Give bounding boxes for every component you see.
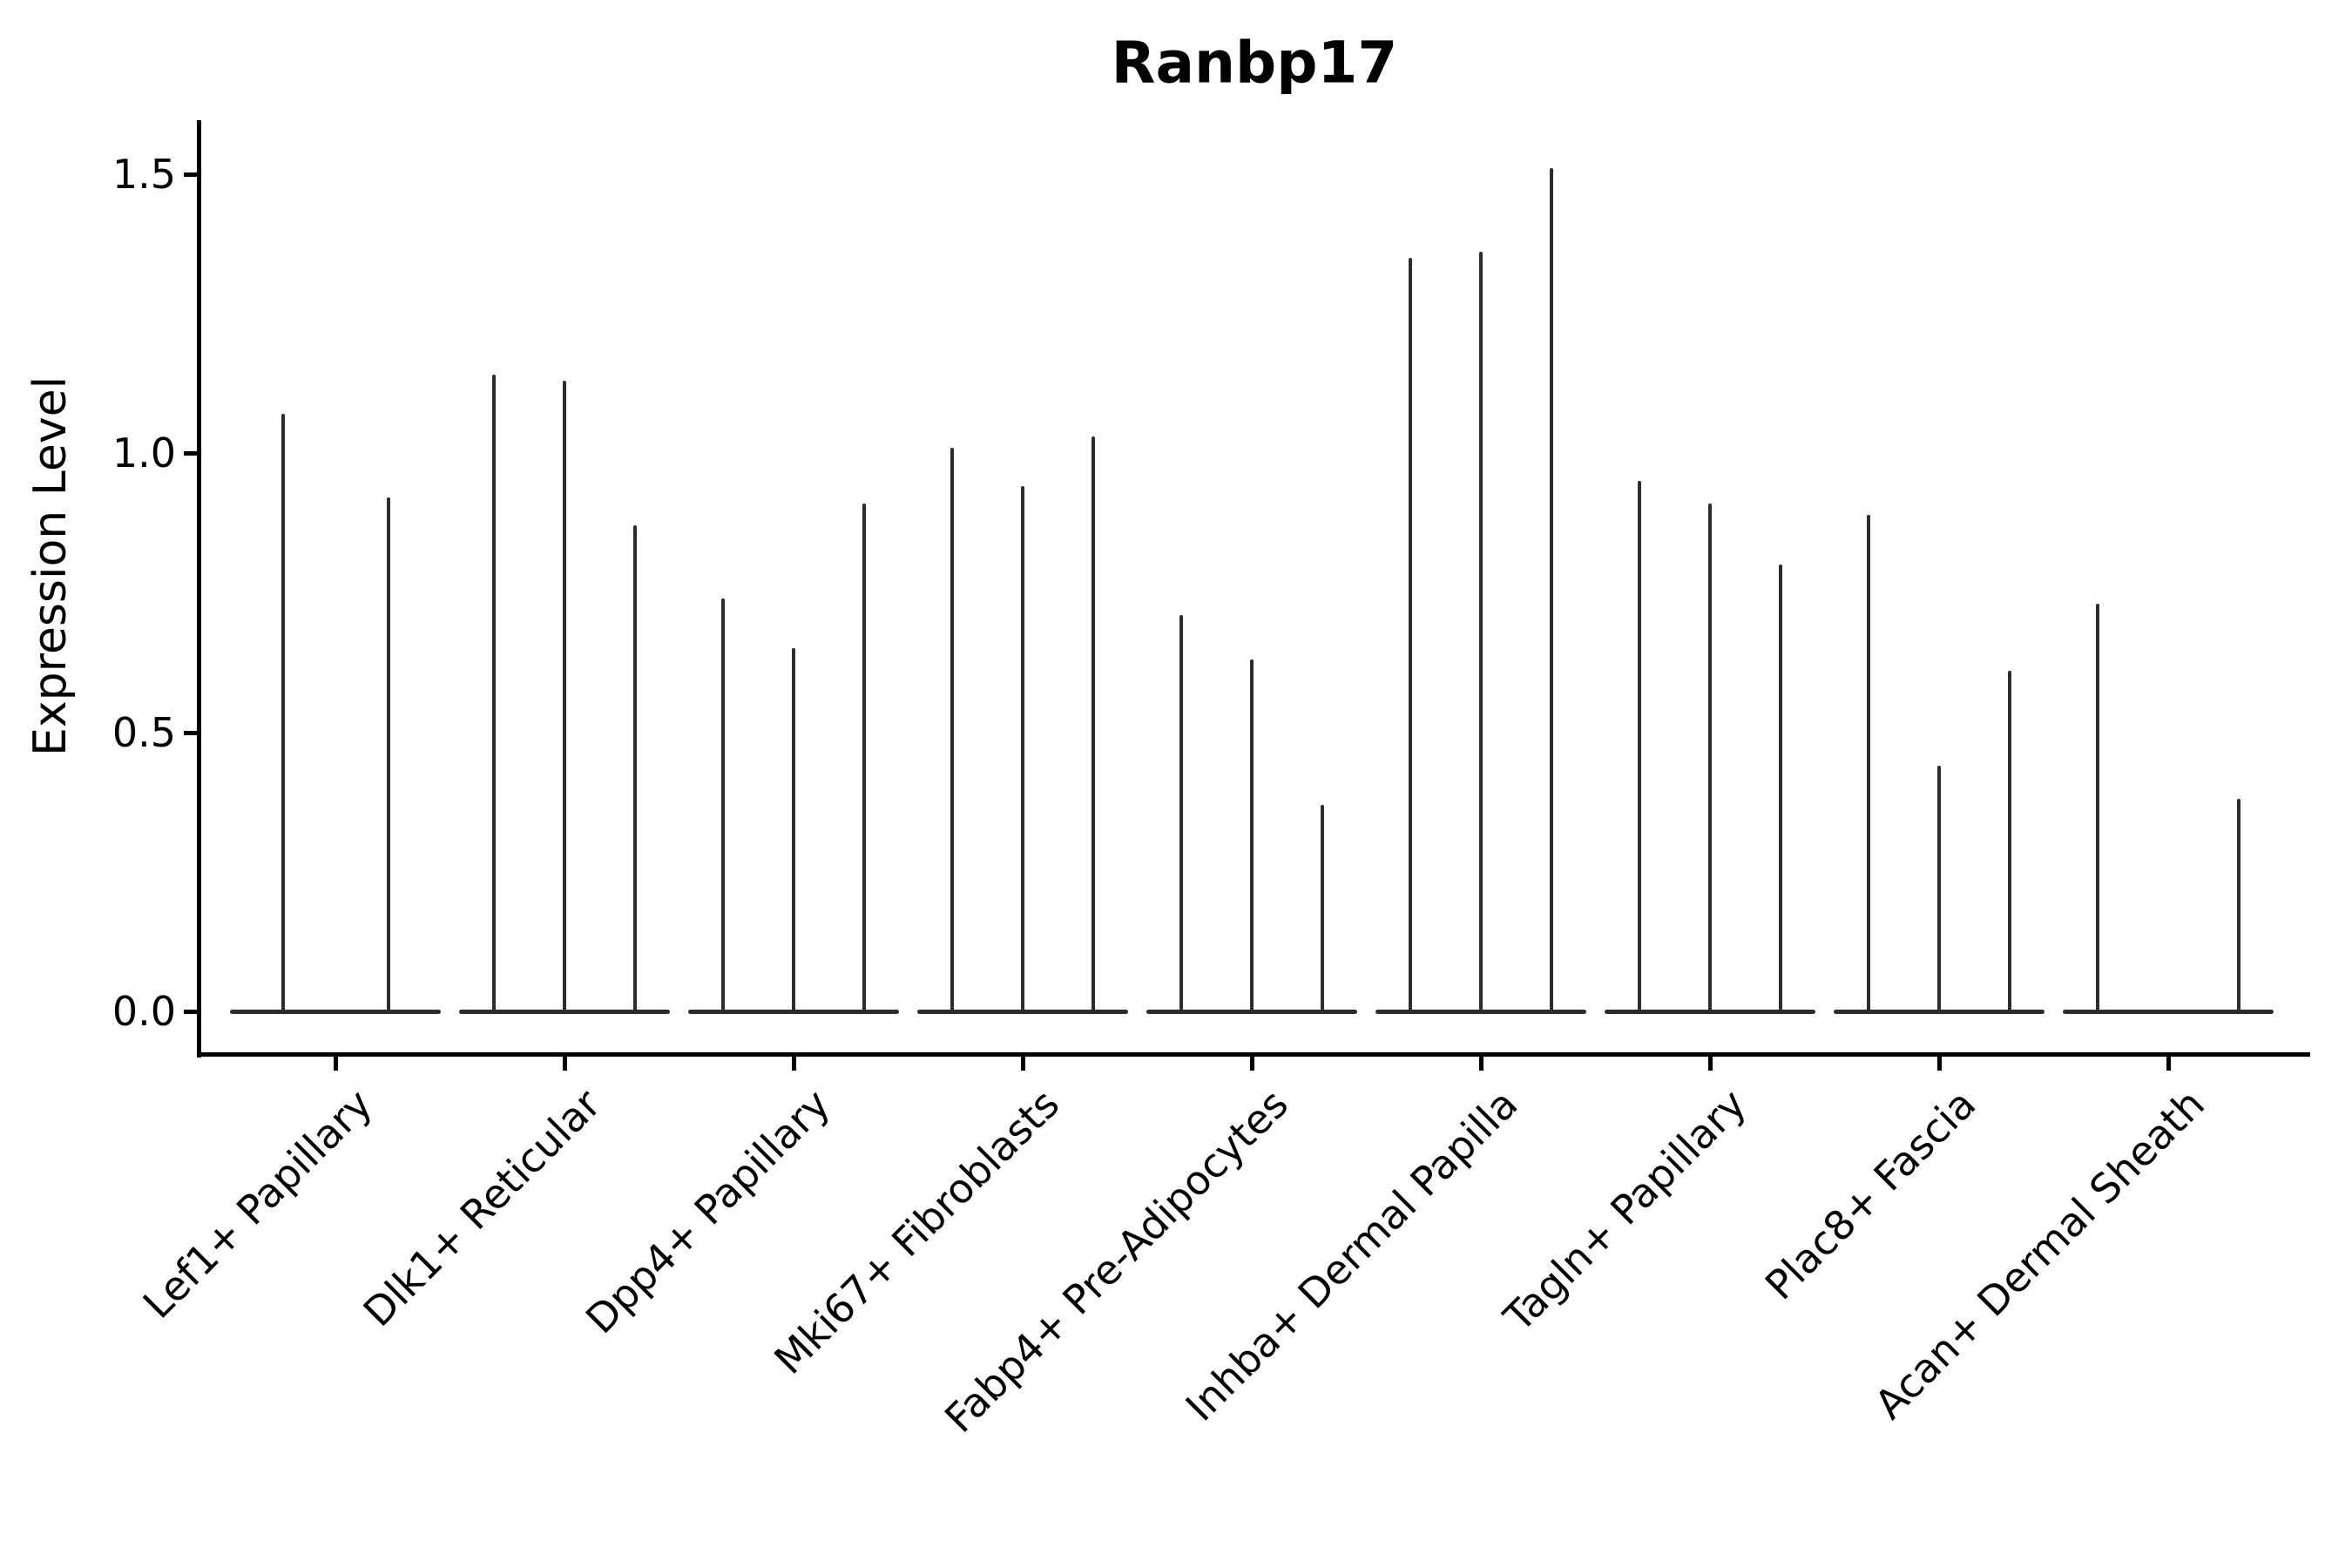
violin-spike — [632, 525, 637, 1013]
violin-spike — [2236, 799, 2240, 1013]
y-tick-label: 0.5 — [112, 708, 176, 756]
y-tick-label: 1.0 — [112, 429, 176, 476]
y-tick-mark — [184, 730, 199, 735]
violin-spike — [2096, 604, 2100, 1013]
x-tick-mark — [334, 1057, 338, 1071]
x-tick-mark — [563, 1057, 567, 1071]
violin-spike — [1409, 257, 1413, 1013]
x-tick-label: Plac8+ Fascia — [1755, 1080, 1985, 1309]
violin-spike — [492, 375, 497, 1013]
violin-spike — [1320, 804, 1324, 1013]
x-tick-mark — [1708, 1057, 1713, 1071]
x-tick-mark — [2166, 1057, 2171, 1071]
violin-spike — [1708, 503, 1712, 1013]
violin-spike — [2007, 670, 2011, 1013]
violin-spike — [950, 447, 955, 1013]
violin-spike — [721, 598, 726, 1013]
y-tick-mark — [184, 1010, 199, 1014]
violin-spike — [1479, 252, 1483, 1013]
x-tick-label: Tagln+ Papillary — [1495, 1080, 1756, 1341]
violin-spike — [792, 648, 795, 1013]
y-tick-label: 1.5 — [112, 150, 176, 198]
x-tick-mark — [792, 1057, 796, 1071]
y-tick-mark — [184, 172, 199, 177]
violin-spike — [1250, 659, 1254, 1013]
violin-spike — [280, 414, 285, 1013]
x-tick-mark — [1250, 1057, 1254, 1071]
x-tick-label: Lef1+ Papillary — [133, 1080, 382, 1328]
x-tick-mark — [1479, 1057, 1484, 1071]
violin-spike — [1638, 481, 1642, 1013]
y-tick-label: 0.0 — [112, 988, 176, 1035]
x-tick-label: Dpp4+ Papillary — [576, 1080, 840, 1343]
x-tick-label: Dlk1+ Reticular — [354, 1080, 611, 1336]
x-tick-mark — [1021, 1057, 1025, 1071]
violin-spike — [1778, 564, 1782, 1013]
violin-spike — [862, 503, 866, 1013]
chart-title: Ranbp17 — [1111, 29, 1398, 97]
violin-spike — [386, 497, 390, 1013]
violin-spike — [1937, 765, 1941, 1013]
violin-spike — [1549, 168, 1553, 1013]
violin-spike — [1867, 514, 1871, 1013]
violin-baseline — [2063, 1010, 2274, 1014]
y-axis-spine — [197, 120, 201, 1058]
x-axis-spine — [197, 1052, 2310, 1057]
violin-spike — [563, 380, 566, 1013]
violin-spike — [1021, 486, 1024, 1013]
violin-baseline — [230, 1010, 441, 1014]
y-tick-mark — [184, 451, 199, 456]
x-tick-mark — [1937, 1057, 1942, 1071]
violin-spike — [1091, 436, 1095, 1013]
violin-spike — [1179, 614, 1184, 1013]
